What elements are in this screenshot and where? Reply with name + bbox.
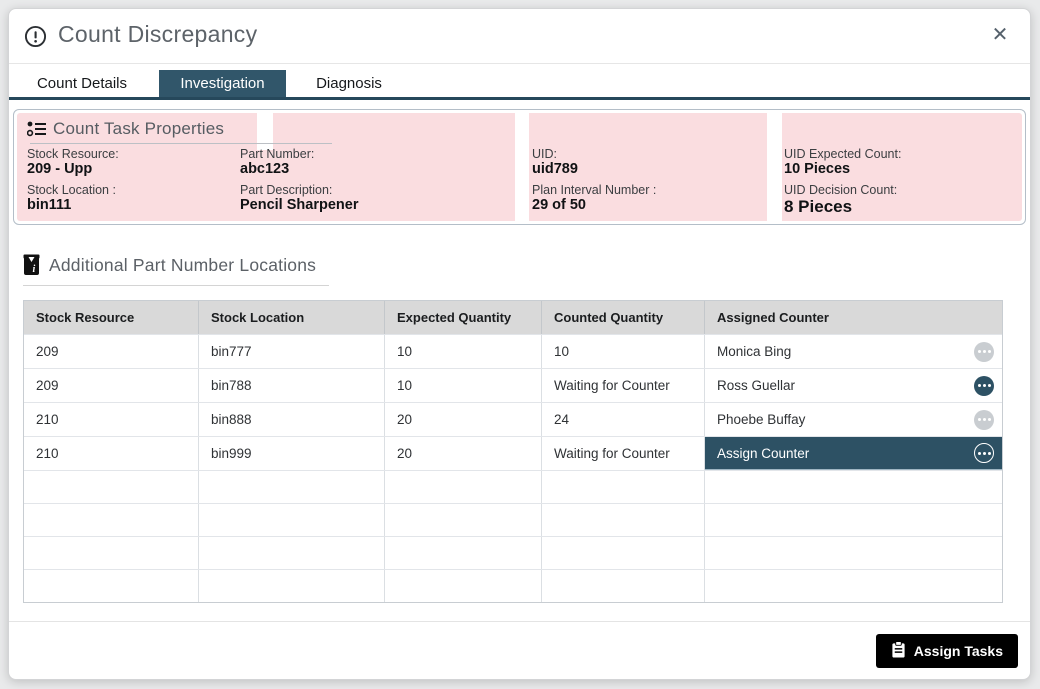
tab-investigation[interactable]: Investigation bbox=[159, 70, 286, 97]
count-discrepancy-dialog: Count Discrepancy ✕ Count Details Invest… bbox=[8, 8, 1031, 680]
svg-text:i: i bbox=[33, 264, 36, 275]
footer-divider bbox=[9, 621, 1030, 622]
panel-gutter bbox=[515, 113, 529, 221]
empty-table-row bbox=[24, 470, 1002, 503]
field-uid-expected-count: UID Expected Count: 10 Pieces bbox=[784, 147, 902, 177]
properties-column-1: Stock Resource: 209 - Upp Stock Location… bbox=[27, 147, 119, 219]
properties-column-2: Part Number: abc123 Part Description: Pe… bbox=[240, 147, 358, 219]
empty-table-row bbox=[24, 503, 1002, 536]
assign-tasks-label: Assign Tasks bbox=[913, 643, 1003, 659]
field-uid: UID: uid789 bbox=[532, 147, 578, 177]
table-row: 209 bin777 10 10 Monica Bing bbox=[24, 334, 1002, 368]
row-menu-ellipsis-icon[interactable] bbox=[974, 409, 994, 430]
column-header-stock-resource: Stock Resource bbox=[24, 301, 199, 334]
field-part-number: Part Number: abc123 bbox=[240, 147, 315, 177]
alert-circle-icon bbox=[24, 25, 47, 48]
row-menu-ellipsis-icon[interactable] bbox=[974, 443, 994, 463]
assigned-counter-cell: Phoebe Buffay bbox=[705, 403, 1002, 436]
field-stock-resource: Stock Resource: 209 - Upp bbox=[27, 147, 119, 177]
field-uid-decision-count: UID Decision Count: 8 Pieces bbox=[784, 183, 898, 216]
row-menu-ellipsis-icon[interactable] bbox=[974, 341, 994, 362]
dialog-title: Count Discrepancy bbox=[58, 21, 258, 47]
count-task-properties-panel: Count Task Properties Stock Resource: 20… bbox=[13, 109, 1026, 225]
clipboard-icon bbox=[891, 641, 906, 661]
section-title-count-task-properties: Count Task Properties bbox=[53, 119, 225, 138]
close-icon[interactable]: ✕ bbox=[986, 21, 1014, 49]
section-underline bbox=[30, 143, 332, 144]
assign-tasks-button[interactable]: Assign Tasks bbox=[875, 634, 1018, 668]
table-row: 209 bin788 10 Waiting for Counter Ross G… bbox=[24, 368, 1002, 402]
properties-column-3: UID: uid789 Plan Interval Number : 29 of… bbox=[532, 147, 656, 219]
locations-table: Stock Resource Stock Location Expected Q… bbox=[23, 300, 1003, 603]
tabbar-underline bbox=[9, 97, 1030, 100]
column-header-counted-quantity: Counted Quantity bbox=[542, 301, 705, 334]
section-title-additional-part-number-locations: Additional Part Number Locations bbox=[49, 255, 317, 275]
empty-table-row bbox=[24, 569, 1002, 602]
section-underline bbox=[23, 285, 329, 286]
assigned-counter-cell: Ross Guellar bbox=[705, 369, 1002, 402]
empty-table-row bbox=[24, 536, 1002, 569]
tab-diagnosis[interactable]: Diagnosis bbox=[316, 75, 382, 92]
column-header-expected-quantity: Expected Quantity bbox=[385, 301, 542, 334]
tab-count-details[interactable]: Count Details bbox=[36, 75, 128, 92]
table-header-row: Stock Resource Stock Location Expected Q… bbox=[24, 301, 1002, 334]
properties-column-4: UID Expected Count: 10 Pieces UID Decisi… bbox=[784, 147, 901, 221]
dialog-titlebar: Count Discrepancy ✕ bbox=[9, 9, 1030, 64]
row-menu-ellipsis-icon[interactable] bbox=[974, 375, 994, 396]
field-plan-interval-number: Plan Interval Number : 29 of 50 bbox=[532, 183, 657, 213]
field-part-description: Part Description: Pencil Sharpener bbox=[240, 183, 359, 213]
assigned-counter-cell: Monica Bing bbox=[705, 335, 1002, 368]
panel-gutter bbox=[257, 113, 273, 150]
column-header-stock-location: Stock Location bbox=[199, 301, 385, 334]
table-row: 210 bin999 20 Waiting for Counter Assign… bbox=[24, 436, 1002, 470]
part-info-tag-icon: i bbox=[23, 254, 40, 275]
list-details-icon bbox=[26, 120, 47, 138]
table-row: 210 bin888 20 24 Phoebe Buffay bbox=[24, 402, 1002, 436]
panel-gutter bbox=[767, 113, 782, 221]
column-header-assigned-counter: Assigned Counter bbox=[717, 310, 829, 325]
field-stock-location: Stock Location : bin111 bbox=[27, 183, 116, 213]
assign-counter-cell[interactable]: Assign Counter bbox=[705, 437, 1002, 470]
